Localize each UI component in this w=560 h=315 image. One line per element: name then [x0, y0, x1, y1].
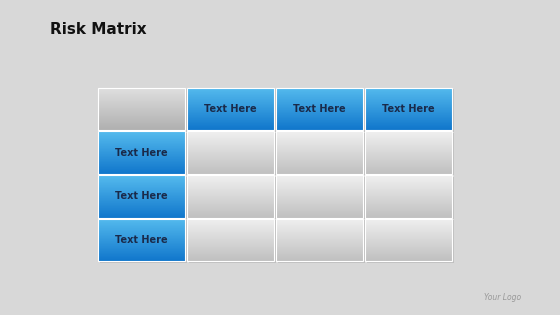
Bar: [98, 175, 185, 218]
Bar: [367, 177, 454, 219]
Text: Risk Matrix: Risk Matrix: [50, 22, 147, 37]
Bar: [98, 219, 185, 261]
Bar: [365, 131, 452, 174]
Bar: [189, 133, 276, 175]
Bar: [276, 219, 363, 261]
Bar: [278, 133, 365, 175]
Bar: [276, 175, 363, 218]
Text: Text Here: Text Here: [115, 235, 167, 245]
Bar: [276, 131, 363, 174]
Text: Text Here: Text Here: [382, 104, 435, 114]
Bar: [189, 220, 276, 263]
Text: Text Here: Text Here: [115, 192, 167, 201]
Bar: [100, 220, 187, 263]
Bar: [365, 88, 452, 130]
Bar: [98, 131, 185, 174]
Bar: [278, 89, 365, 132]
Bar: [278, 220, 365, 263]
Bar: [278, 177, 365, 219]
Text: Your Logo: Your Logo: [484, 293, 521, 302]
Bar: [365, 175, 452, 218]
Bar: [100, 177, 187, 219]
Bar: [187, 219, 274, 261]
Bar: [98, 88, 185, 130]
Bar: [367, 89, 454, 132]
Bar: [100, 89, 187, 132]
Text: Text Here: Text Here: [115, 148, 167, 158]
Bar: [365, 219, 452, 261]
Text: Text Here: Text Here: [293, 104, 346, 114]
Bar: [367, 220, 454, 263]
Bar: [276, 88, 363, 130]
Bar: [367, 133, 454, 175]
Bar: [189, 177, 276, 219]
Bar: [187, 88, 274, 130]
Bar: [100, 133, 187, 175]
Text: Text Here: Text Here: [204, 104, 256, 114]
Bar: [189, 89, 276, 132]
Bar: [187, 131, 274, 174]
Bar: [187, 175, 274, 218]
